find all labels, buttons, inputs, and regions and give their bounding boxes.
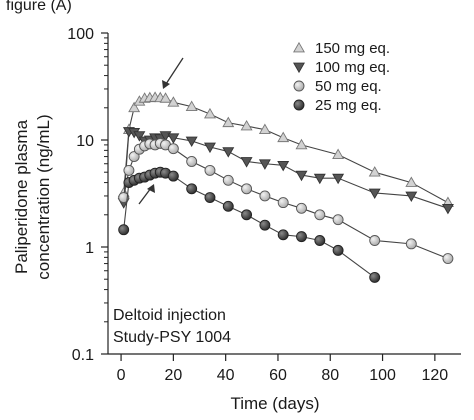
data-point [441, 203, 454, 215]
data-point [332, 214, 344, 226]
data-point [185, 136, 198, 148]
x-tick-label: 20 [164, 367, 182, 384]
data-point [186, 156, 198, 167]
data-point [204, 192, 216, 203]
data-point [296, 202, 307, 214]
data-point [442, 253, 454, 264]
legend-marker [293, 99, 305, 111]
data-point [133, 131, 146, 142]
data-point [368, 188, 381, 200]
data-point [159, 92, 172, 103]
x-tick-label: 120 [422, 367, 449, 384]
data-point [241, 209, 253, 221]
data-point [258, 159, 271, 170]
y-tick-label: 1 [85, 240, 94, 257]
data-point [369, 271, 381, 283]
data-point [259, 219, 271, 231]
data-point [295, 170, 308, 182]
y-axis-title-line-2: concentration (ng/mL) [34, 114, 53, 279]
data-point [368, 166, 381, 177]
data-point [222, 147, 235, 158]
data-point [277, 160, 290, 172]
annotation-study-id: Study-PSY 1004 [113, 329, 231, 346]
data-point [118, 192, 130, 203]
legend-label: 100 mg eq. [315, 59, 390, 76]
data-point [167, 143, 179, 155]
y-tick-label: 0.1 [72, 347, 94, 364]
data-point [332, 173, 345, 185]
data-point [222, 174, 234, 186]
data-point [240, 119, 253, 131]
x-tick-label: 80 [321, 367, 339, 384]
series-line [123, 130, 449, 209]
ticks-group: 0 20 40 60 80 100 120 0.1 1 10 100 [67, 26, 448, 384]
data-point [204, 164, 216, 176]
data-point [123, 164, 135, 176]
legend-marker [293, 62, 305, 74]
data-point [277, 197, 289, 209]
arrows-group [138, 57, 184, 205]
series-0 [117, 91, 454, 207]
data-point [332, 244, 344, 256]
series-layer [117, 91, 454, 283]
data-point [128, 101, 141, 113]
data-point [222, 200, 234, 212]
data-point [204, 142, 216, 154]
data-point [118, 224, 130, 236]
data-point [222, 116, 235, 128]
x-tick-label: 100 [369, 367, 396, 384]
arrow-150mg-head-icon [162, 80, 170, 89]
legend-label: 50 mg eq. [315, 78, 382, 95]
annotation-injection-site: Deltoid injection [113, 307, 226, 324]
data-point [167, 96, 180, 107]
data-point [369, 235, 381, 246]
data-point [296, 231, 307, 243]
data-point [295, 138, 308, 150]
arrow-25mg-peak [138, 187, 152, 205]
series-2 [118, 137, 454, 264]
legend: 150 mg eq. 100 mg eq. 50 mg eq. 25 mg eq. [293, 40, 390, 114]
legend-marker [293, 41, 305, 53]
data-point [167, 133, 180, 144]
data-point [277, 229, 289, 241]
x-tick-label: 0 [117, 367, 126, 384]
data-point [405, 191, 418, 203]
y-axis-title-line-1: Paliperidone plasma [12, 119, 31, 274]
data-point [332, 148, 345, 159]
data-point [204, 107, 216, 119]
y-tick-label: 100 [67, 26, 94, 43]
legend-label: 25 mg eq. [315, 97, 382, 114]
data-point [185, 100, 198, 111]
data-point [313, 173, 326, 185]
data-point [128, 151, 140, 163]
data-point [314, 235, 326, 246]
arrow-150mg-peak [165, 57, 184, 85]
x-axis-title: Time (days) [230, 394, 319, 413]
series-1 [117, 127, 454, 215]
data-point [314, 209, 326, 221]
series-3 [118, 166, 381, 283]
data-point [277, 131, 290, 143]
legend-label: 150 mg eq. [315, 40, 390, 57]
data-point [258, 123, 271, 134]
arrow-25mg-head-icon [147, 184, 155, 193]
data-point [405, 176, 418, 187]
x-tick-label: 60 [269, 367, 287, 384]
y-tick-label: 10 [76, 133, 94, 150]
data-point [240, 157, 253, 168]
data-point [186, 183, 198, 195]
legend-marker [293, 80, 305, 92]
data-point [405, 238, 417, 250]
axes-group [107, 33, 461, 355]
x-tick-label: 40 [217, 367, 235, 384]
data-point [167, 170, 179, 182]
cropped-caption: figure (A) [6, 0, 72, 14]
data-point [241, 183, 253, 195]
y-axis-title: Paliperidone plasma concentration (ng/mL… [12, 114, 53, 279]
data-point [259, 190, 271, 202]
